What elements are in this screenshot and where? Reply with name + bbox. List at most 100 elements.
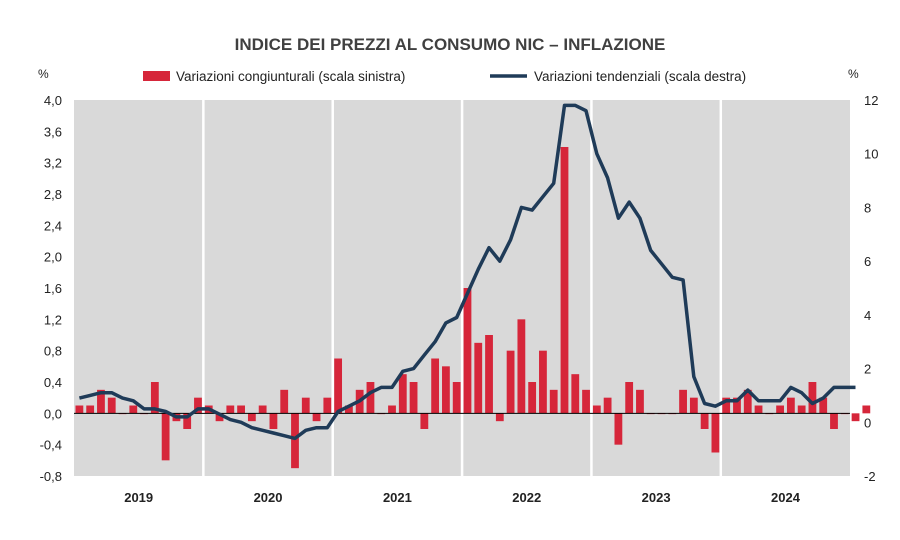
- bar: [636, 389, 644, 414]
- bar: [194, 397, 202, 414]
- bar: [722, 397, 731, 414]
- bar: [733, 397, 741, 414]
- bar: [247, 413, 256, 422]
- right-axis-unit: %: [848, 67, 859, 81]
- left-tick-label: -0,4: [40, 438, 62, 453]
- left-tick-label: 0,8: [44, 344, 62, 359]
- bar: [819, 397, 828, 414]
- bar: [420, 413, 429, 429]
- bar: [226, 405, 235, 414]
- bar: [495, 413, 504, 422]
- right-tick-label: 6: [864, 254, 871, 269]
- right-tick-label: 2: [864, 362, 871, 377]
- left-axis: 4,0 3,6 3,2 2,8 2,4 2,0 1,6 1,2 0,8 0,4 0,0 -0,4 -0,…: [40, 93, 62, 484]
- left-tick-label: -0,8: [40, 469, 62, 484]
- bar: [776, 405, 784, 414]
- bar: [830, 413, 838, 429]
- bar: [150, 382, 159, 414]
- bar: [269, 413, 278, 429]
- bar: [431, 358, 440, 414]
- bar: [603, 397, 612, 414]
- bar: [237, 405, 245, 414]
- year-label: 2021: [383, 490, 412, 505]
- bar: [592, 405, 601, 414]
- bar: [862, 405, 871, 414]
- bar: [463, 288, 472, 414]
- bar: [614, 413, 623, 445]
- bar: [474, 342, 483, 414]
- right-tick-label: 8: [864, 200, 871, 215]
- year-label: 2023: [642, 490, 671, 505]
- legend-bar-swatch: [143, 71, 170, 81]
- left-tick-label: 1,2: [44, 312, 62, 327]
- bar: [851, 413, 860, 422]
- left-tick-label: 0,4: [44, 375, 62, 390]
- left-tick-label: 2,4: [44, 218, 62, 233]
- bar: [366, 382, 375, 414]
- bar: [97, 389, 105, 414]
- year-label: 2024: [771, 490, 801, 505]
- bar: [442, 366, 450, 414]
- bar-series: [75, 147, 871, 469]
- left-tick-label: 2,8: [44, 187, 62, 202]
- bar: [280, 389, 289, 414]
- left-tick-label: 0,0: [44, 406, 62, 421]
- right-tick-label: 0: [864, 415, 871, 430]
- bar: [560, 147, 569, 414]
- left-tick-label: 1,6: [44, 281, 62, 296]
- legend-bar-label: Variazioni congiunturali (scala sinistra…: [176, 69, 405, 84]
- bar: [452, 382, 461, 414]
- left-axis-unit: %: [38, 67, 49, 81]
- bar: [409, 382, 418, 414]
- line-series: [78, 103, 856, 441]
- bar: [625, 382, 634, 414]
- bar: [689, 397, 698, 414]
- bar: [711, 413, 720, 453]
- bar: [215, 413, 224, 422]
- bar: [75, 405, 84, 414]
- bar: [398, 374, 407, 414]
- bar: [582, 389, 590, 414]
- bar: [129, 405, 138, 414]
- bar: [183, 413, 192, 429]
- left-tick-label: 3,2: [44, 156, 62, 171]
- bar: [334, 358, 343, 414]
- bar: [571, 374, 580, 414]
- bar: [506, 350, 515, 414]
- left-tick-label: 2,0: [44, 250, 62, 265]
- legend-line-label: Variazioni tendenziali (scala destra): [534, 69, 746, 84]
- right-axis: 12 10 8 6 4 2 0 -2: [864, 93, 878, 484]
- bar: [786, 397, 795, 414]
- bar: [797, 405, 806, 414]
- bar: [344, 405, 353, 414]
- bar: [517, 319, 526, 414]
- bar: [312, 413, 321, 422]
- bar: [743, 389, 752, 414]
- year-label: 2020: [254, 490, 283, 505]
- bar: [258, 405, 267, 414]
- bar: [700, 413, 709, 429]
- bar: [291, 413, 299, 469]
- bar: [323, 397, 332, 414]
- right-tick-label: 10: [864, 147, 878, 162]
- x-axis: 2019 2020 2021 2022 2023 2024: [124, 490, 800, 505]
- bar: [161, 413, 170, 461]
- bar: [485, 335, 493, 414]
- left-tick-label: 4,0: [44, 93, 62, 108]
- chart-title: INDICE DEI PREZZI AL CONSUMO NIC – INFLA…: [235, 35, 666, 54]
- bar: [528, 382, 537, 414]
- bar: [301, 397, 310, 414]
- bar: [808, 382, 817, 414]
- right-tick-label: -2: [864, 469, 876, 484]
- bar: [754, 405, 763, 414]
- right-tick-label: 12: [864, 93, 878, 108]
- bar: [107, 397, 116, 414]
- bar: [679, 389, 687, 414]
- bar: [388, 405, 396, 414]
- bar: [86, 405, 95, 414]
- right-tick-label: 4: [864, 308, 871, 323]
- year-label: 2022: [512, 490, 541, 505]
- bar: [539, 350, 547, 414]
- bar: [549, 389, 558, 414]
